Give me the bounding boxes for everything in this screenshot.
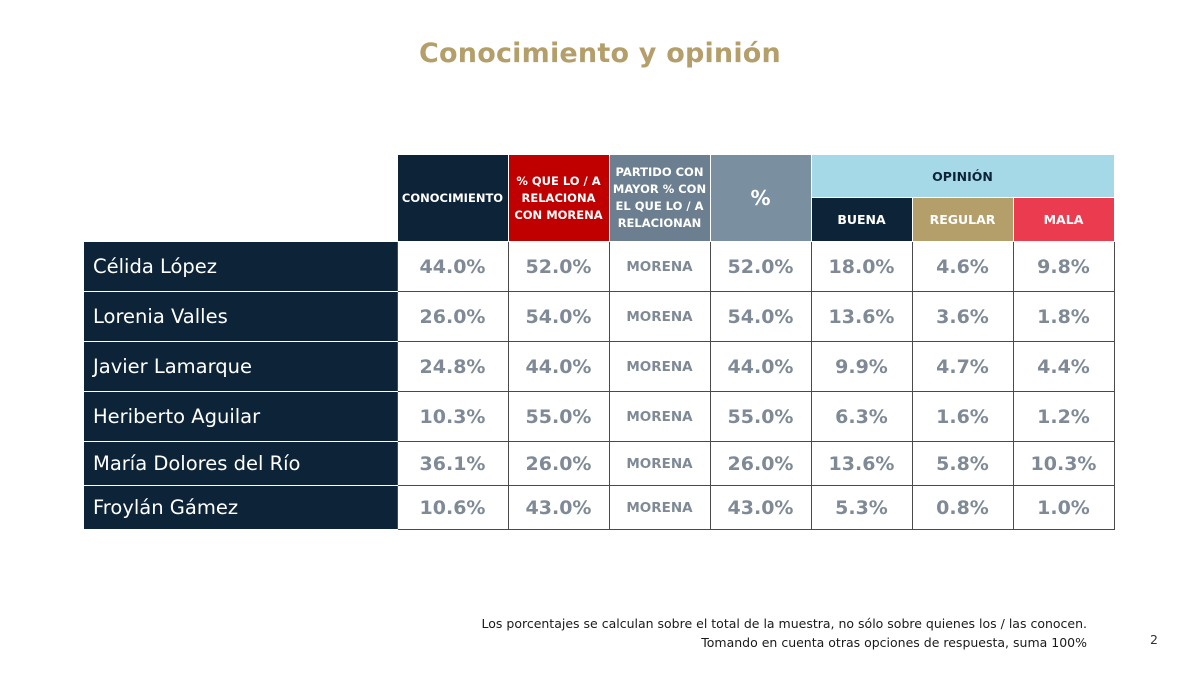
cell-relaciona: 54.0% [507,291,610,342]
cell-relaciona: 55.0% [507,391,610,442]
footnote-line-2: Tomando en cuenta otras opciones de resp… [701,635,1087,650]
cell-regular: 5.8% [911,441,1014,486]
cell-pct: 55.0% [709,391,812,442]
cell-mala: 4.4% [1012,341,1115,392]
cell-regular: 0.8% [911,485,1014,530]
cell-mala: 10.3% [1012,441,1115,486]
slide-title: Conocimiento y opinión [419,38,781,69]
header-pct: % [709,154,812,242]
cell-regular: 4.6% [911,241,1014,292]
cell-mala: 1.8% [1012,291,1115,342]
cell-buena: 5.3% [810,485,913,530]
candidate-name: Heriberto Aguilar [84,391,397,442]
cell-relaciona: 44.0% [507,341,610,392]
cell-conocimiento: 10.6% [396,485,509,530]
cell-pct: 52.0% [709,241,812,292]
cell-partido: MORENA [608,441,711,486]
table-row: Heriberto Aguilar 10.3% 55.0% MORENA 55.… [84,391,1115,442]
cell-mala: 1.2% [1012,391,1115,442]
table-row: Célida López 44.0% 52.0% MORENA 52.0% 18… [84,241,1115,292]
candidate-name: Froylán Gámez [84,485,397,530]
cell-buena: 13.6% [810,291,913,342]
table-row: María Dolores del Río 36.1% 26.0% MORENA… [84,441,1115,486]
table-corner [84,155,397,242]
table-row: Lorenia Valles 26.0% 54.0% MORENA 54.0% … [84,291,1115,342]
cell-conocimiento: 26.0% [396,291,509,342]
cell-buena: 13.6% [810,441,913,486]
cell-partido: MORENA [608,391,711,442]
cell-pct: 26.0% [709,441,812,486]
page-number: 2 [1150,632,1158,647]
cell-relaciona: 26.0% [507,441,610,486]
cell-conocimiento: 36.1% [396,441,509,486]
table-row: Froylán Gámez 10.6% 43.0% MORENA 43.0% 5… [84,485,1115,530]
cell-pct: 43.0% [709,485,812,530]
candidate-name: Célida López [84,241,397,292]
cell-partido: MORENA [608,485,711,530]
footnote: Los porcentajes se calculan sobre el tot… [482,614,1088,652]
header-regular: REGULAR [911,197,1014,242]
cell-relaciona: 43.0% [507,485,610,530]
candidate-name: Lorenia Valles [84,291,397,342]
cell-buena: 18.0% [810,241,913,292]
table-row: Javier Lamarque 24.8% 44.0% MORENA 44.0%… [84,341,1115,392]
header-buena: BUENA [810,197,913,242]
cell-partido: MORENA [608,341,711,392]
candidate-name: María Dolores del Río [84,441,397,486]
header-relaciona-morena: % QUE LO / A RELACIONA CON MORENA [507,154,610,242]
cell-mala: 9.8% [1012,241,1115,292]
cell-mala: 1.0% [1012,485,1115,530]
header-conocimiento: CONOCIMIENTO [396,154,509,242]
candidates-table: CONOCIMIENTO % QUE LO / A RELACIONA CON … [84,154,1115,530]
candidate-name: Javier Lamarque [84,341,397,392]
cell-buena: 9.9% [810,341,913,392]
cell-relaciona: 52.0% [507,241,610,292]
cell-regular: 3.6% [911,291,1014,342]
footnote-line-1: Los porcentajes se calculan sobre el tot… [481,616,1088,631]
cell-partido: MORENA [608,241,711,292]
cell-pct: 44.0% [709,341,812,392]
cell-conocimiento: 24.8% [396,341,509,392]
cell-buena: 6.3% [810,391,913,442]
cell-partido: MORENA [608,291,711,342]
cell-pct: 54.0% [709,291,812,342]
header-mala: MALA [1012,197,1115,242]
cell-regular: 4.7% [911,341,1014,392]
cell-conocimiento: 44.0% [396,241,509,292]
header-opinion: OPINIÓN [810,154,1115,198]
cell-conocimiento: 10.3% [396,391,509,442]
header-partido: PARTIDO CON MAYOR % CON EL QUE LO / A RE… [608,154,711,242]
cell-regular: 1.6% [911,391,1014,442]
